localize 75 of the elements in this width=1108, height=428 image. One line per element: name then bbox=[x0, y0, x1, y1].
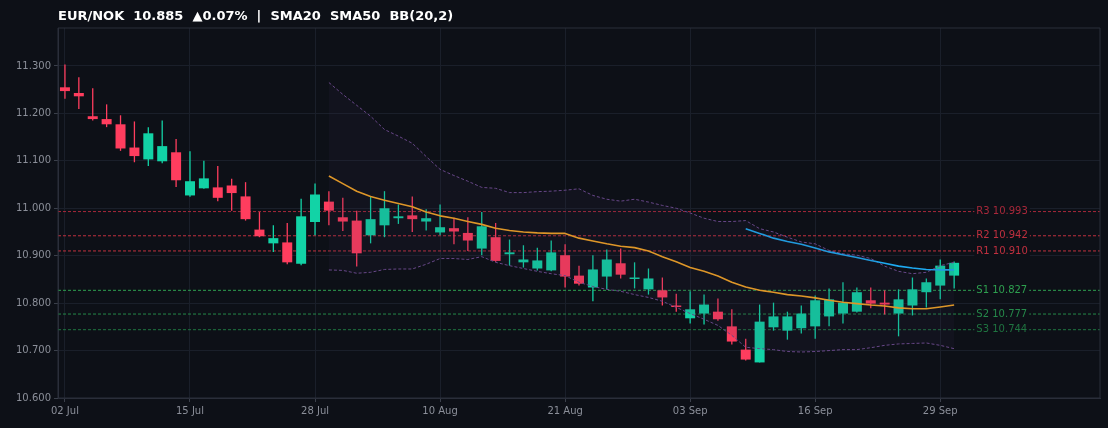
candlestick bbox=[921, 277, 932, 309]
candlestick bbox=[824, 287, 835, 328]
ref-line-label: R1 10.910 bbox=[976, 244, 1028, 256]
x-tick-label: 15 Jul bbox=[176, 404, 204, 416]
candlestick bbox=[768, 302, 779, 332]
ref-line-label: S1 10.827 bbox=[976, 283, 1028, 295]
x-tick-label: 02 Jul bbox=[50, 404, 79, 416]
candlestick bbox=[907, 276, 918, 317]
candlestick bbox=[407, 195, 418, 233]
candlestick bbox=[560, 243, 571, 289]
candlestick bbox=[337, 197, 348, 232]
y-tick-label: 10.800 bbox=[16, 296, 51, 308]
candlestick bbox=[546, 239, 557, 272]
candlestick bbox=[101, 103, 112, 128]
candlestick bbox=[615, 247, 626, 280]
candlestick bbox=[448, 217, 459, 245]
candlestick bbox=[643, 267, 654, 296]
candlestick bbox=[893, 288, 904, 337]
candlestick bbox=[254, 211, 265, 238]
candlestick bbox=[198, 160, 209, 190]
chart-title: EUR/NOK 10.885 ▲0.07% | SMA20 SMA50 BB(20,2) bbox=[58, 8, 454, 23]
candlestick bbox=[865, 286, 876, 309]
candlestick bbox=[726, 308, 737, 346]
candlestick bbox=[240, 181, 251, 222]
x-tick-label: 10 Aug bbox=[422, 404, 458, 416]
candlestick bbox=[490, 222, 501, 263]
y-tick-label: 11.000 bbox=[16, 201, 51, 213]
candlestick bbox=[532, 246, 543, 272]
candlestick bbox=[87, 87, 98, 122]
ref-line-label: S3 10.744 bbox=[976, 323, 1028, 335]
candlestick bbox=[699, 293, 710, 326]
candlestick bbox=[435, 203, 446, 236]
x-tick-label: 21 Aug bbox=[547, 404, 583, 416]
candlestick bbox=[462, 216, 473, 252]
candlestick bbox=[73, 76, 84, 110]
candlestick bbox=[323, 190, 334, 226]
candlestick bbox=[476, 211, 487, 256]
candlestick bbox=[157, 119, 168, 164]
x-tick-label: 29 Sep bbox=[922, 404, 958, 416]
candlestick bbox=[837, 281, 848, 325]
candlestick bbox=[365, 196, 376, 245]
candlestick bbox=[851, 286, 862, 314]
y-tick-label: 10.900 bbox=[16, 249, 51, 261]
y-tick-label: 10.700 bbox=[16, 344, 51, 356]
x-tick-label: 16 Sep bbox=[797, 404, 833, 416]
candlestick bbox=[184, 150, 195, 198]
candlestick bbox=[657, 276, 668, 307]
candlestick bbox=[393, 203, 404, 225]
candlestick bbox=[796, 304, 807, 335]
candlestick bbox=[587, 254, 598, 302]
candlestick bbox=[421, 208, 432, 232]
candlestick bbox=[740, 338, 751, 362]
ref-line-label: R2 10.942 bbox=[976, 229, 1028, 241]
x-tick-label: 03 Sep bbox=[672, 404, 708, 416]
candlestick bbox=[282, 222, 293, 265]
candlestick bbox=[504, 238, 515, 267]
candlestick bbox=[601, 248, 612, 291]
candlestick bbox=[879, 289, 890, 316]
candlestick bbox=[226, 178, 237, 212]
x-tick-label: 28 Jul bbox=[301, 404, 330, 416]
ref-line-label: S2 10.777 bbox=[976, 307, 1028, 319]
y-tick-label: 10.600 bbox=[16, 391, 51, 403]
candlestick bbox=[129, 120, 140, 163]
candlestick bbox=[712, 297, 723, 322]
candlestick bbox=[379, 190, 390, 238]
candlestick bbox=[782, 311, 793, 341]
y-tick-label: 11.200 bbox=[16, 106, 51, 118]
candlestick bbox=[949, 260, 960, 290]
candlestick bbox=[212, 165, 223, 202]
ref-line-label: R3 10.993 bbox=[976, 205, 1028, 217]
y-tick-label: 11.300 bbox=[16, 59, 51, 71]
y-tick-label: 11.100 bbox=[16, 154, 51, 166]
candlestick bbox=[518, 244, 529, 269]
candlestick bbox=[268, 224, 279, 253]
candlestick bbox=[685, 290, 696, 325]
